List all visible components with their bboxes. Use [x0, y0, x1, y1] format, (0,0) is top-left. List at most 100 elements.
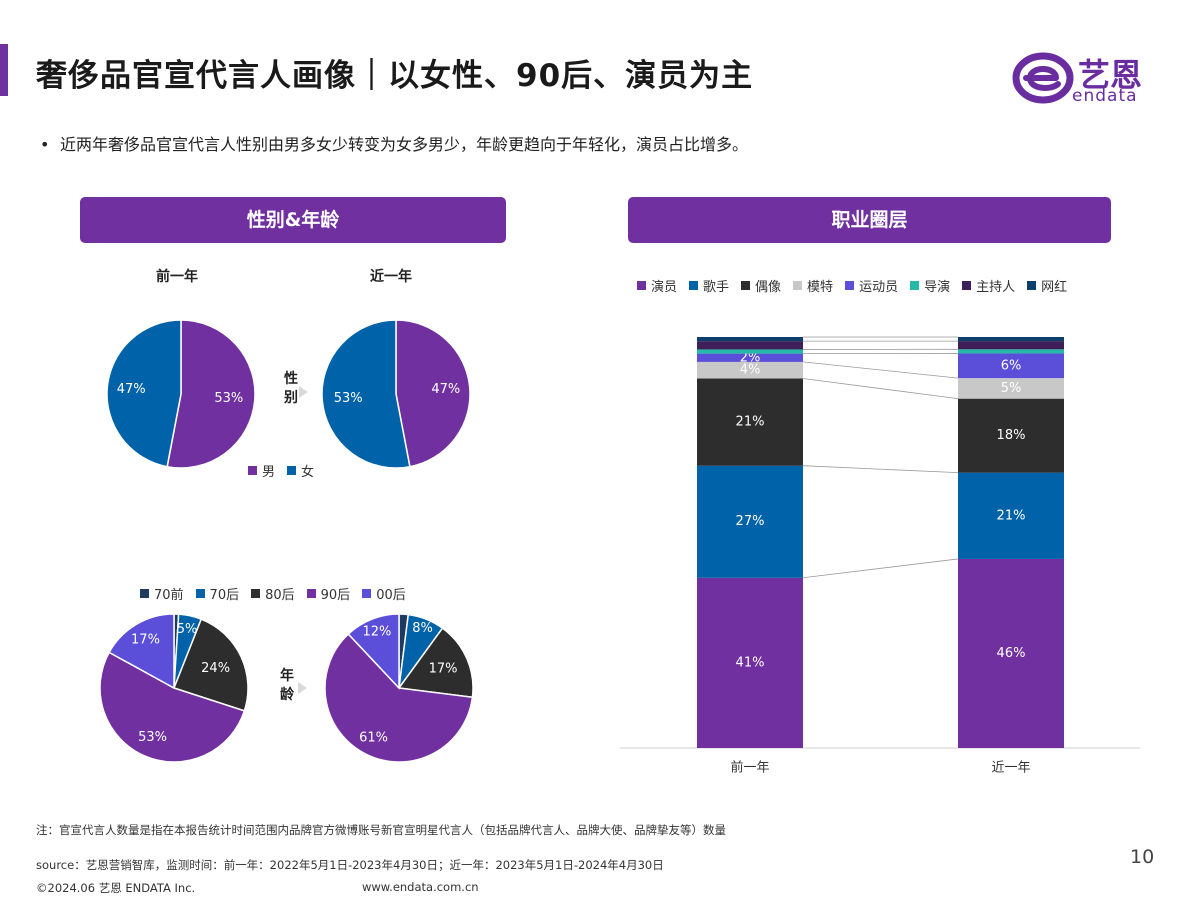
arrow-gender-icon: [299, 386, 308, 398]
pie-data-label: 12%: [362, 625, 391, 640]
bar-segment: [958, 398, 1064, 473]
logo-sub: endata: [1072, 86, 1138, 106]
legend-label: 70前: [154, 588, 184, 603]
bar-segment: [697, 465, 803, 578]
pie-slice: [99, 651, 246, 763]
pie-data-label: 47%: [117, 382, 146, 397]
legend-swatch: [793, 281, 803, 290]
legend-label: 运动员: [859, 280, 899, 295]
pie-slice: [166, 319, 256, 469]
bar-data-label: 4%: [740, 363, 761, 378]
bullet-dot-icon: •: [40, 135, 50, 154]
legend-label: 女: [301, 465, 315, 480]
legend-item-host: 主持人: [962, 276, 1015, 295]
legend-swatch: [306, 589, 316, 598]
x-tick-label: 前一年: [730, 760, 769, 776]
legend-swatch: [1027, 281, 1037, 290]
bar-data-label: 27%: [736, 514, 765, 529]
legend-label: 70后: [209, 588, 240, 603]
legend-item-90s: 90后: [306, 584, 350, 603]
series-connector: [802, 361, 959, 379]
page-title: 奢侈品官宣代言人画像｜以女性、90后、演员为主: [36, 58, 754, 94]
bar-data-label: 5%: [1001, 381, 1022, 396]
bar-segment: [958, 353, 1064, 379]
bar-segment: [697, 378, 803, 466]
pie-slice: [395, 319, 471, 468]
bar-segment: [697, 361, 803, 379]
legend-item-70s: 70后: [195, 584, 240, 603]
legend-swatch: [845, 281, 855, 290]
legend-swatch: [248, 466, 257, 475]
pie-data-label: 17%: [131, 632, 160, 647]
legend-swatch: [910, 281, 920, 290]
pie-title-prev: 前一年: [156, 269, 198, 285]
series-connector: [802, 558, 959, 579]
copyright: ©2024.06 艺恩 ENDATA Inc.: [36, 881, 196, 895]
bar-data-label: 2%: [740, 350, 761, 365]
gender-legend: 男 女: [248, 461, 326, 480]
legend-swatch: [637, 281, 646, 290]
bar-data-label: 41%: [736, 655, 765, 670]
pie-data-label: 53%: [334, 391, 363, 406]
pie-data-label: 47%: [431, 382, 460, 397]
x-tick-label: 近一年: [991, 761, 1030, 776]
legend-swatch: [140, 589, 149, 598]
pie-data-label: 5%: [177, 622, 198, 637]
bar-segment: [697, 337, 803, 342]
bar-segment: [958, 472, 1064, 559]
series-connector: [802, 465, 959, 474]
arrow-age-icon: [298, 682, 307, 694]
bar-segment: [958, 378, 1064, 399]
legend-item-female: 女: [287, 461, 314, 480]
legend-label: 模特: [807, 280, 834, 295]
legend-swatch: [741, 281, 751, 290]
legend-item-80s: 80后: [251, 584, 295, 603]
panel-header-gender-age: 性别&年龄: [80, 197, 506, 243]
legend-item-influencer: 网红: [1027, 276, 1067, 295]
legend-item-director: 导演: [910, 276, 950, 295]
pie-title-recent: 近一年: [370, 269, 412, 285]
footnote: 注：官宣代言人数量是指在本报告统计时间范围内品牌官方微博账号新官宣明星代言人（包…: [36, 823, 726, 837]
legend-label: 歌手: [703, 280, 730, 295]
legend-label: 男: [262, 465, 276, 480]
pie-slice: [397, 627, 474, 699]
legend-swatch: [251, 589, 261, 598]
source-note: source：艺恩营销智库，监测时间：前一年：2022年5月1日-2023年4月…: [36, 858, 664, 872]
bar-data-label: 21%: [997, 508, 1026, 523]
pie-data-label: 61%: [359, 730, 388, 745]
bar-segment: [958, 341, 1064, 350]
legend-label: 00后: [376, 588, 406, 603]
legend-item-singer: 歌手: [689, 276, 729, 295]
legend-swatch: [287, 466, 297, 475]
bar-segment: [697, 577, 803, 748]
legend-swatch: [195, 589, 205, 598]
side-label-age: 年 龄: [277, 667, 297, 705]
pie-slice: [324, 632, 474, 763]
occupation-legend: 演员 歌手 偶像 模特 运动员 导演 主持人 网红: [637, 276, 1079, 295]
side-label-gender-1: 性: [284, 371, 298, 387]
legend-label: 偶像: [755, 280, 782, 295]
legend-label: 主持人: [976, 280, 1016, 295]
legend-item-athlete: 运动员: [845, 276, 898, 295]
website: www.endata.com.cn: [362, 880, 479, 894]
legend-item-idol: 偶像: [741, 276, 781, 295]
legend-item-model: 模特: [793, 276, 833, 295]
legend-swatch: [689, 281, 699, 290]
legend-item-00s: 00后: [362, 584, 406, 603]
bar-data-label: 21%: [736, 415, 765, 430]
pie-slice: [321, 319, 411, 469]
bar-segment: [697, 353, 803, 362]
bar-segment: [958, 337, 1064, 342]
page-number: 10: [1130, 846, 1155, 868]
logo-mark-icon: [1012, 52, 1074, 104]
bar-segment: [697, 349, 803, 354]
legend-label: 演员: [651, 280, 678, 295]
pie-data-label: 8%: [412, 621, 433, 636]
summary-bullet: • 近两年奢侈品官宣代言人性别由男多女少转变为女多男少，年龄更趋向于年轻化，演员占…: [40, 131, 748, 155]
pie-data-label: 53%: [214, 391, 243, 406]
side-label-age-2: 龄: [280, 687, 294, 703]
pie-slice: [106, 319, 182, 468]
pie-slice: [108, 613, 175, 690]
pie-data-label: 24%: [201, 661, 230, 676]
